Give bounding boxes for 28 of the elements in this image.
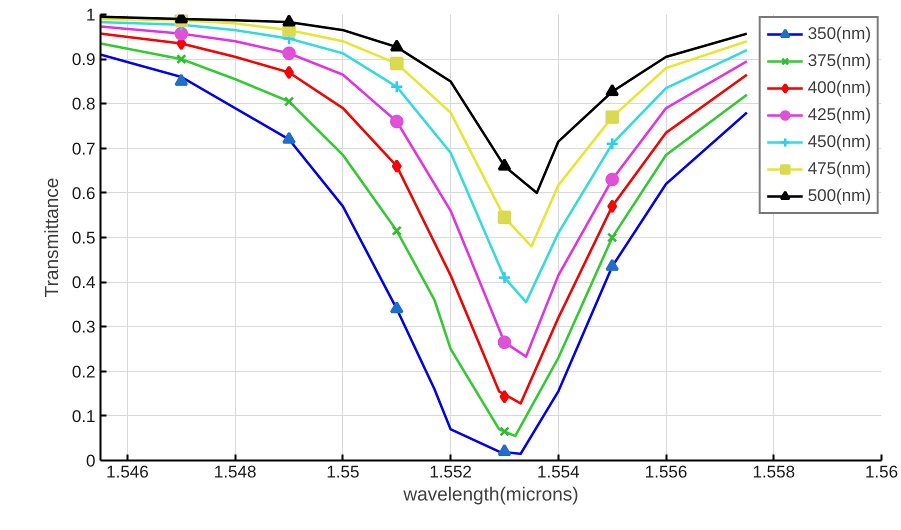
y-tick-label: 0.2 bbox=[72, 362, 96, 382]
x-tick-label: 1.558 bbox=[752, 462, 796, 482]
x-tick-label: 1.552 bbox=[429, 462, 472, 482]
legend-label: 425(nm) bbox=[808, 105, 871, 125]
x-tick-label: 1.56 bbox=[864, 462, 898, 482]
x-tick-label: 1.546 bbox=[106, 462, 149, 482]
y-tick-label: 0.9 bbox=[72, 50, 96, 70]
y-tick-label: 0.3 bbox=[72, 318, 96, 337]
y-tick-label: 1 bbox=[86, 6, 96, 24]
y-tick-label: 0.7 bbox=[72, 139, 96, 158]
y-axis-title: Transmittance bbox=[42, 178, 63, 298]
y-tick-label: 0.5 bbox=[72, 228, 96, 248]
x-axis-title: wavelength(microns) bbox=[402, 484, 579, 506]
x-tick-label: 1.55 bbox=[326, 462, 360, 482]
legend-label: 375(nm) bbox=[808, 51, 871, 71]
legend-label: 500(nm) bbox=[808, 186, 871, 206]
legend-label: 350(nm) bbox=[808, 24, 871, 44]
legend-label: 400(nm) bbox=[808, 78, 871, 98]
x-tick-label: 1.548 bbox=[214, 462, 256, 482]
y-tick-label: 0.6 bbox=[72, 184, 96, 203]
legend-label: 475(nm) bbox=[808, 159, 871, 179]
y-tick-label: 0.4 bbox=[72, 273, 96, 292]
y-tick-label: 0.1 bbox=[72, 406, 96, 426]
y-tick-label: 0.8 bbox=[72, 94, 96, 114]
y-tick-label: 0 bbox=[86, 452, 96, 470]
legend-label: 450(nm) bbox=[808, 132, 871, 152]
x-tick-label: 1.556 bbox=[644, 462, 688, 482]
x-tick-label: 1.554 bbox=[537, 462, 580, 482]
